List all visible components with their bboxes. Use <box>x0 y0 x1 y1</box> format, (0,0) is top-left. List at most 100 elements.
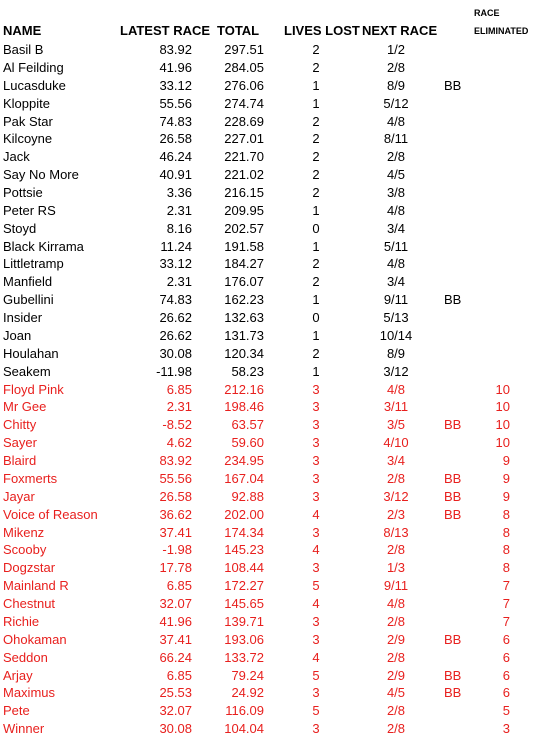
cell-latest: 30.08 <box>159 721 192 737</box>
cell-latest: 3.36 <box>166 185 192 200</box>
cell-lives: 4 <box>312 506 320 522</box>
cell-name: Peter RS <box>3 202 56 218</box>
table-row: Mr Gee 2.31 198.46 3 3/11 10 <box>0 398 537 416</box>
cell-total: 145.65 <box>224 596 264 611</box>
cell-lives: 3 <box>312 721 320 737</box>
cell-latest: -1.98 <box>162 542 192 558</box>
table-row: Voice of Reason 36.62 202.00 4 2/3 BB 8 <box>0 506 537 524</box>
header-total: TOTAL <box>217 23 260 38</box>
cell-next: 2/9 <box>386 667 406 683</box>
cell-lives: 0 <box>312 310 320 326</box>
cell-latest: 40.91 <box>159 167 192 183</box>
cell-lives: 1 <box>312 292 320 308</box>
cell-lives: 3 <box>312 399 320 415</box>
cell-lives: 5 <box>312 703 320 719</box>
cell-lives: 3 <box>312 381 320 397</box>
cell-next: 2/9 <box>386 631 406 647</box>
cell-bb: BB <box>444 77 462 93</box>
cell-next: 2/8 <box>386 721 406 737</box>
cell-latest: 6.85 <box>166 381 192 397</box>
cell-total: 145.23 <box>224 542 264 558</box>
cell-elim: 8 <box>502 560 510 576</box>
table-row: Kilcoyne 26.58 227.01 2 8/11 <box>0 130 537 148</box>
cell-next: 4/8 <box>386 113 406 129</box>
cell-next: 2/8 <box>386 703 406 719</box>
cell-elim: 6 <box>502 649 510 665</box>
cell-name: Dogzstar <box>3 560 56 576</box>
table-row: Foxmerts 55.56 167.04 3 2/8 BB 9 <box>0 470 537 488</box>
cell-latest: 55.56 <box>159 95 192 111</box>
cell-total: 108.44 <box>224 560 264 576</box>
cell-next: 3/4 <box>386 453 406 468</box>
header-next-race: NEXT RACE <box>362 23 438 38</box>
cell-name: Jack <box>3 149 30 165</box>
cell-bb: BB <box>444 631 462 647</box>
cell-total: 92.88 <box>231 488 264 504</box>
table-row: Maximus 25.53 24.92 3 4/5 BB 6 <box>0 684 537 702</box>
header-race-eliminated-line2: ELIMINATED <box>474 26 529 36</box>
cell-latest: 4.62 <box>166 435 192 451</box>
cell-total: 24.92 <box>231 685 264 701</box>
cell-next: 3/4 <box>386 220 406 236</box>
cell-latest: 30.08 <box>159 345 192 361</box>
cell-name: Gubellini <box>3 292 54 308</box>
cell-lives: 1 <box>312 202 320 218</box>
cell-next: 3/11 <box>383 399 409 415</box>
cell-total: 59.60 <box>231 435 264 451</box>
cell-total: 139.71 <box>224 613 264 629</box>
cell-latest: 11.24 <box>160 238 192 254</box>
cell-total: 202.00 <box>224 506 264 522</box>
cell-total: 284.05 <box>224 59 264 75</box>
cell-elim: 10 <box>495 381 510 397</box>
cell-name: Arjay <box>3 667 33 683</box>
cell-latest: 32.07 <box>159 596 192 611</box>
cell-lives: 0 <box>312 220 320 236</box>
cell-name: Winner <box>3 721 45 737</box>
cell-elim: 10 <box>495 417 510 433</box>
cell-name: Lucasduke <box>3 77 66 93</box>
cell-latest: 74.83 <box>159 292 192 308</box>
table-row: Black Kirrama 11.24 191.58 1 5/11 <box>0 238 537 256</box>
cell-total: 212.16 <box>224 381 264 397</box>
cell-latest: 17.78 <box>159 560 192 576</box>
cell-elim: 10 <box>495 399 510 415</box>
cell-name: Scooby <box>3 542 47 558</box>
table-row: Sayer 4.62 59.60 3 4/10 10 <box>0 434 537 452</box>
table-row: Jack 46.24 221.70 2 2/8 <box>0 148 537 166</box>
cell-next: 2/8 <box>386 149 406 165</box>
cell-latest: 33.12 <box>159 256 192 272</box>
cell-total: 176.07 <box>224 274 264 290</box>
cell-total: 104.04 <box>224 721 264 737</box>
table-row: Winner 30.08 104.04 3 2/8 3 <box>0 720 537 738</box>
cell-lives: 3 <box>312 613 320 629</box>
cell-next: 8/9 <box>386 345 406 361</box>
cell-total: 116.09 <box>225 703 264 719</box>
cell-bb: BB <box>444 488 462 504</box>
cell-total: 174.34 <box>224 524 264 540</box>
cell-lives: 3 <box>312 685 320 701</box>
cell-latest: -8.52 <box>162 417 192 433</box>
cell-next: 2/8 <box>386 59 406 75</box>
table-row: Seakem -11.98 58.23 1 3/12 <box>0 363 537 381</box>
table-row: Chestnut 32.07 145.65 4 4/8 7 <box>0 595 537 613</box>
cell-name: Floyd Pink <box>3 381 64 397</box>
cell-elim: 9 <box>502 453 510 468</box>
cell-next: 4/5 <box>386 167 406 183</box>
cell-total: 276.06 <box>224 77 264 93</box>
cell-name: Jayar <box>3 488 35 504</box>
cell-next: 2/8 <box>386 542 406 558</box>
cell-next: 3/8 <box>386 185 406 200</box>
cell-total: 79.24 <box>231 667 264 683</box>
table-row: Arjay 6.85 79.24 5 2/9 BB 6 <box>0 667 537 685</box>
cell-lives: 3 <box>312 417 320 433</box>
cell-next: 4/5 <box>386 685 406 701</box>
cell-elim: 10 <box>495 435 510 451</box>
cell-next: 9/11 <box>383 578 409 594</box>
cell-bb: BB <box>444 417 462 433</box>
cell-next: 4/8 <box>386 202 406 218</box>
cell-next: 10/14 <box>379 327 413 343</box>
table-row: Ohokaman 37.41 193.06 3 2/9 BB 6 <box>0 631 537 649</box>
cell-lives: 2 <box>312 42 320 57</box>
cell-next: 2/8 <box>386 613 406 629</box>
table-row: Littletramp 33.12 184.27 2 4/8 <box>0 255 537 273</box>
